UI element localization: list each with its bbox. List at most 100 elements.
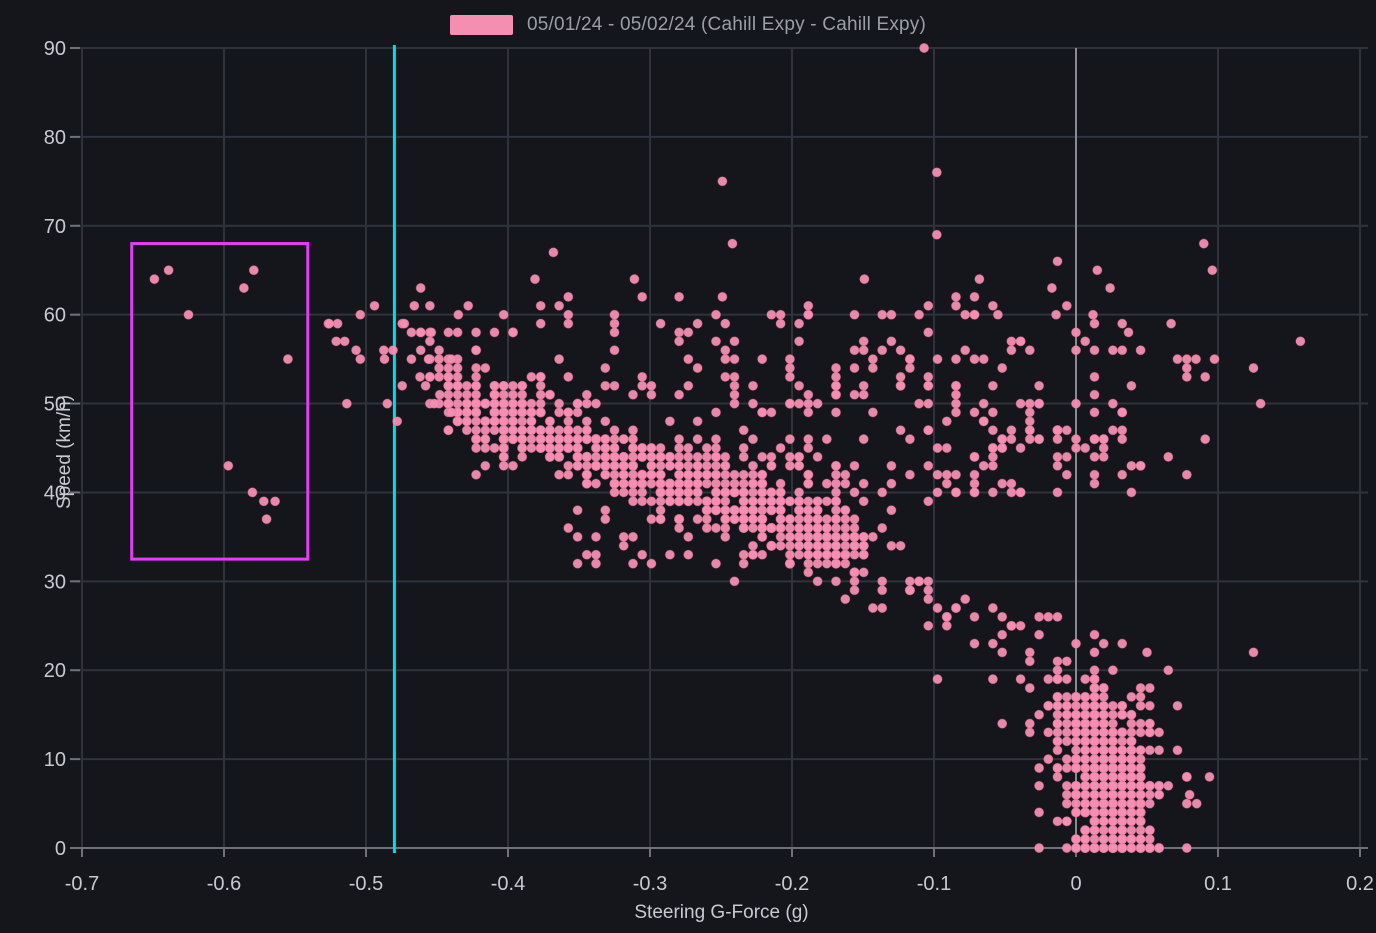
scatter-point[interactable]	[655, 478, 666, 489]
scatter-point[interactable]	[1089, 771, 1100, 783]
scatter-point[interactable]	[1295, 336, 1306, 347]
scatter-point[interactable]	[664, 416, 676, 427]
scatter-point[interactable]	[1107, 700, 1119, 711]
scatter-point[interactable]	[535, 371, 546, 382]
scatter-point[interactable]	[480, 442, 491, 454]
scatter-point[interactable]	[443, 380, 454, 391]
scatter-point[interactable]	[443, 371, 454, 382]
scatter-point[interactable]	[452, 416, 463, 427]
scatter-point[interactable]	[840, 478, 851, 489]
scatter-point[interactable]	[1089, 762, 1100, 774]
scatter-point[interactable]	[923, 594, 934, 605]
scatter-point[interactable]	[775, 487, 786, 498]
scatter-point[interactable]	[1089, 407, 1100, 418]
scatter-point[interactable]	[1024, 656, 1035, 667]
scatter-point[interactable]	[1024, 425, 1035, 436]
scatter-point[interactable]	[1126, 780, 1137, 791]
scatter-point[interactable]	[655, 318, 666, 329]
scatter-point[interactable]	[738, 442, 749, 454]
scatter-point[interactable]	[572, 425, 583, 436]
scatter-point[interactable]	[784, 460, 796, 471]
scatter-point[interactable]	[784, 549, 796, 560]
scatter-point[interactable]	[423, 354, 434, 365]
scatter-point[interactable]	[609, 318, 620, 329]
scatter-point[interactable]	[784, 558, 796, 569]
scatter-point[interactable]	[1107, 807, 1119, 818]
scatter-point[interactable]	[849, 585, 860, 596]
scatter-point[interactable]	[443, 327, 454, 338]
scatter-point[interactable]	[1006, 487, 1017, 498]
scatter-point[interactable]	[1135, 780, 1146, 791]
scatter-point[interactable]	[526, 416, 537, 427]
scatter-point[interactable]	[1107, 345, 1119, 356]
scatter-point[interactable]	[720, 514, 731, 525]
scatter-point[interactable]	[627, 469, 639, 480]
scatter-point[interactable]	[1061, 798, 1072, 809]
scatter-point[interactable]	[544, 451, 556, 462]
scatter-point[interactable]	[794, 522, 805, 534]
scatter-point[interactable]	[415, 345, 426, 356]
scatter-point[interactable]	[747, 487, 759, 498]
scatter-point[interactable]	[738, 478, 749, 489]
scatter-point[interactable]	[1144, 700, 1155, 711]
scatter-point[interactable]	[710, 478, 722, 489]
scatter-point[interactable]	[1089, 789, 1100, 800]
scatter-point[interactable]	[572, 531, 583, 543]
scatter-point[interactable]	[1163, 780, 1174, 791]
scatter-point[interactable]	[572, 505, 583, 516]
scatter-point[interactable]	[609, 309, 620, 320]
scatter-point[interactable]	[747, 549, 759, 560]
scatter-point[interactable]	[738, 549, 749, 560]
scatter-point[interactable]	[351, 345, 362, 356]
scatter-point[interactable]	[950, 380, 962, 391]
scatter-point[interactable]	[461, 389, 472, 400]
scatter-point[interactable]	[452, 398, 463, 409]
scatter-point[interactable]	[1080, 745, 1091, 756]
scatter-point[interactable]	[572, 558, 583, 569]
scatter-point[interactable]	[1107, 665, 1119, 676]
scatter-point[interactable]	[821, 496, 832, 507]
scatter-point[interactable]	[692, 469, 703, 480]
scatter-point[interactable]	[997, 434, 1008, 445]
scatter-point[interactable]	[1141, 647, 1153, 658]
scatter-point[interactable]	[1070, 700, 1082, 711]
scatter-point[interactable]	[886, 309, 897, 320]
scatter-point[interactable]	[609, 327, 620, 338]
scatter-point[interactable]	[738, 505, 749, 516]
scatter-point[interactable]	[766, 407, 777, 418]
scatter-point[interactable]	[738, 558, 749, 569]
scatter-point[interactable]	[683, 487, 694, 498]
scatter-point[interactable]	[1089, 718, 1100, 729]
scatter-point[interactable]	[471, 327, 482, 338]
scatter-point[interactable]	[355, 309, 366, 320]
scatter-point[interactable]	[904, 434, 916, 445]
scatter-point[interactable]	[1052, 611, 1063, 623]
scatter-point[interactable]	[1098, 718, 1109, 729]
scatter-point[interactable]	[720, 354, 731, 365]
scatter-point[interactable]	[849, 514, 860, 525]
scatter-point[interactable]	[507, 327, 519, 338]
scatter-point[interactable]	[701, 469, 712, 480]
scatter-point[interactable]	[1089, 700, 1100, 711]
scatter-point[interactable]	[757, 549, 768, 560]
scatter-point[interactable]	[1061, 656, 1072, 667]
scatter-point[interactable]	[710, 469, 722, 480]
scatter-point[interactable]	[581, 478, 592, 489]
scatter-point[interactable]	[1070, 691, 1082, 703]
scatter-point[interactable]	[794, 487, 805, 498]
scatter-point[interactable]	[840, 531, 851, 543]
scatter-point[interactable]	[941, 478, 952, 489]
scatter-point[interactable]	[729, 336, 740, 347]
scatter-point[interactable]	[498, 389, 509, 400]
scatter-point[interactable]	[858, 549, 869, 560]
scatter-point[interactable]	[987, 460, 999, 471]
scatter-point[interactable]	[757, 451, 768, 462]
scatter-point[interactable]	[1117, 407, 1128, 418]
scatter-point[interactable]	[1107, 398, 1119, 409]
scatter-point[interactable]	[609, 380, 620, 391]
scatter-point[interactable]	[784, 362, 796, 374]
scatter-point[interactable]	[766, 496, 777, 507]
scatter-point[interactable]	[1006, 336, 1017, 347]
scatter-point[interactable]	[489, 389, 500, 400]
scatter-point[interactable]	[1117, 709, 1128, 720]
